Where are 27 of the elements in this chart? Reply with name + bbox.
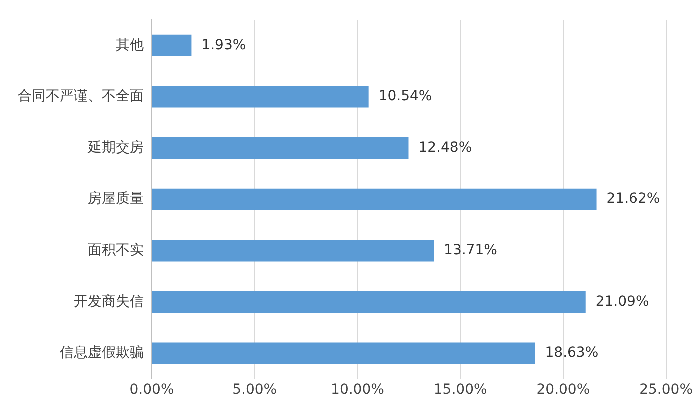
bar: [152, 86, 369, 108]
x-tick-label: 20.00%: [536, 382, 590, 398]
data-label: 13.71%: [444, 242, 498, 259]
y-tick-label: 延期交房: [87, 140, 144, 156]
bar: [152, 342, 536, 364]
y-tick-label: 面积不实: [88, 242, 144, 259]
y-tick-label: 其他: [116, 37, 144, 54]
data-label: 21.62%: [606, 191, 660, 208]
data-label: 1.93%: [202, 37, 246, 54]
data-label: 10.54%: [378, 88, 432, 105]
bar: [152, 188, 597, 210]
bar: [152, 240, 434, 262]
x-tick-label: 25.00%: [640, 382, 694, 398]
y-tick-label: 房屋质量: [88, 191, 144, 208]
bar: [152, 291, 586, 314]
y-tick-label: 信息虚假欺骗: [60, 345, 144, 362]
data-label: 12.48%: [418, 140, 472, 156]
x-tick-label: 5.00%: [232, 382, 278, 398]
bar: [152, 34, 192, 56]
data-label: 18.63%: [545, 345, 599, 362]
x-tick-label: 0.00%: [130, 382, 174, 398]
x-tick-label: 10.00%: [331, 382, 384, 398]
y-tick-label: 开发商失信: [74, 294, 144, 310]
y-tick-label: 合同不严谨、不全面: [18, 88, 144, 105]
data-label: 21.09%: [596, 294, 650, 310]
bar: [152, 138, 409, 160]
x-tick-label: 15.00%: [434, 382, 488, 398]
